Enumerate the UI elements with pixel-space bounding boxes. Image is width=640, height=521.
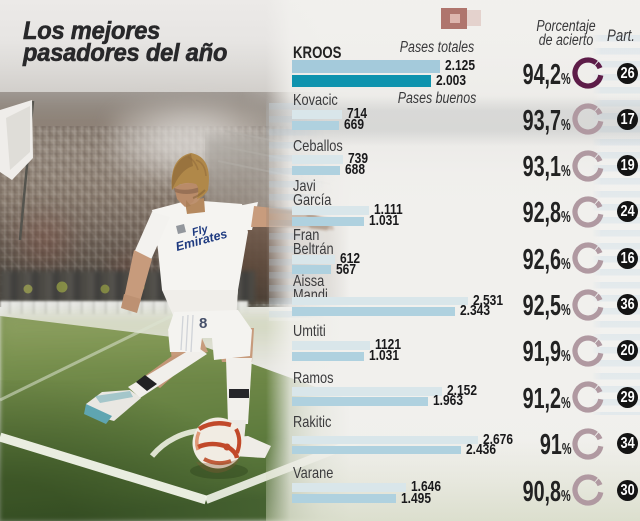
svg-text:8: 8	[199, 315, 207, 332]
svg-text:Fly: Fly	[191, 223, 210, 239]
